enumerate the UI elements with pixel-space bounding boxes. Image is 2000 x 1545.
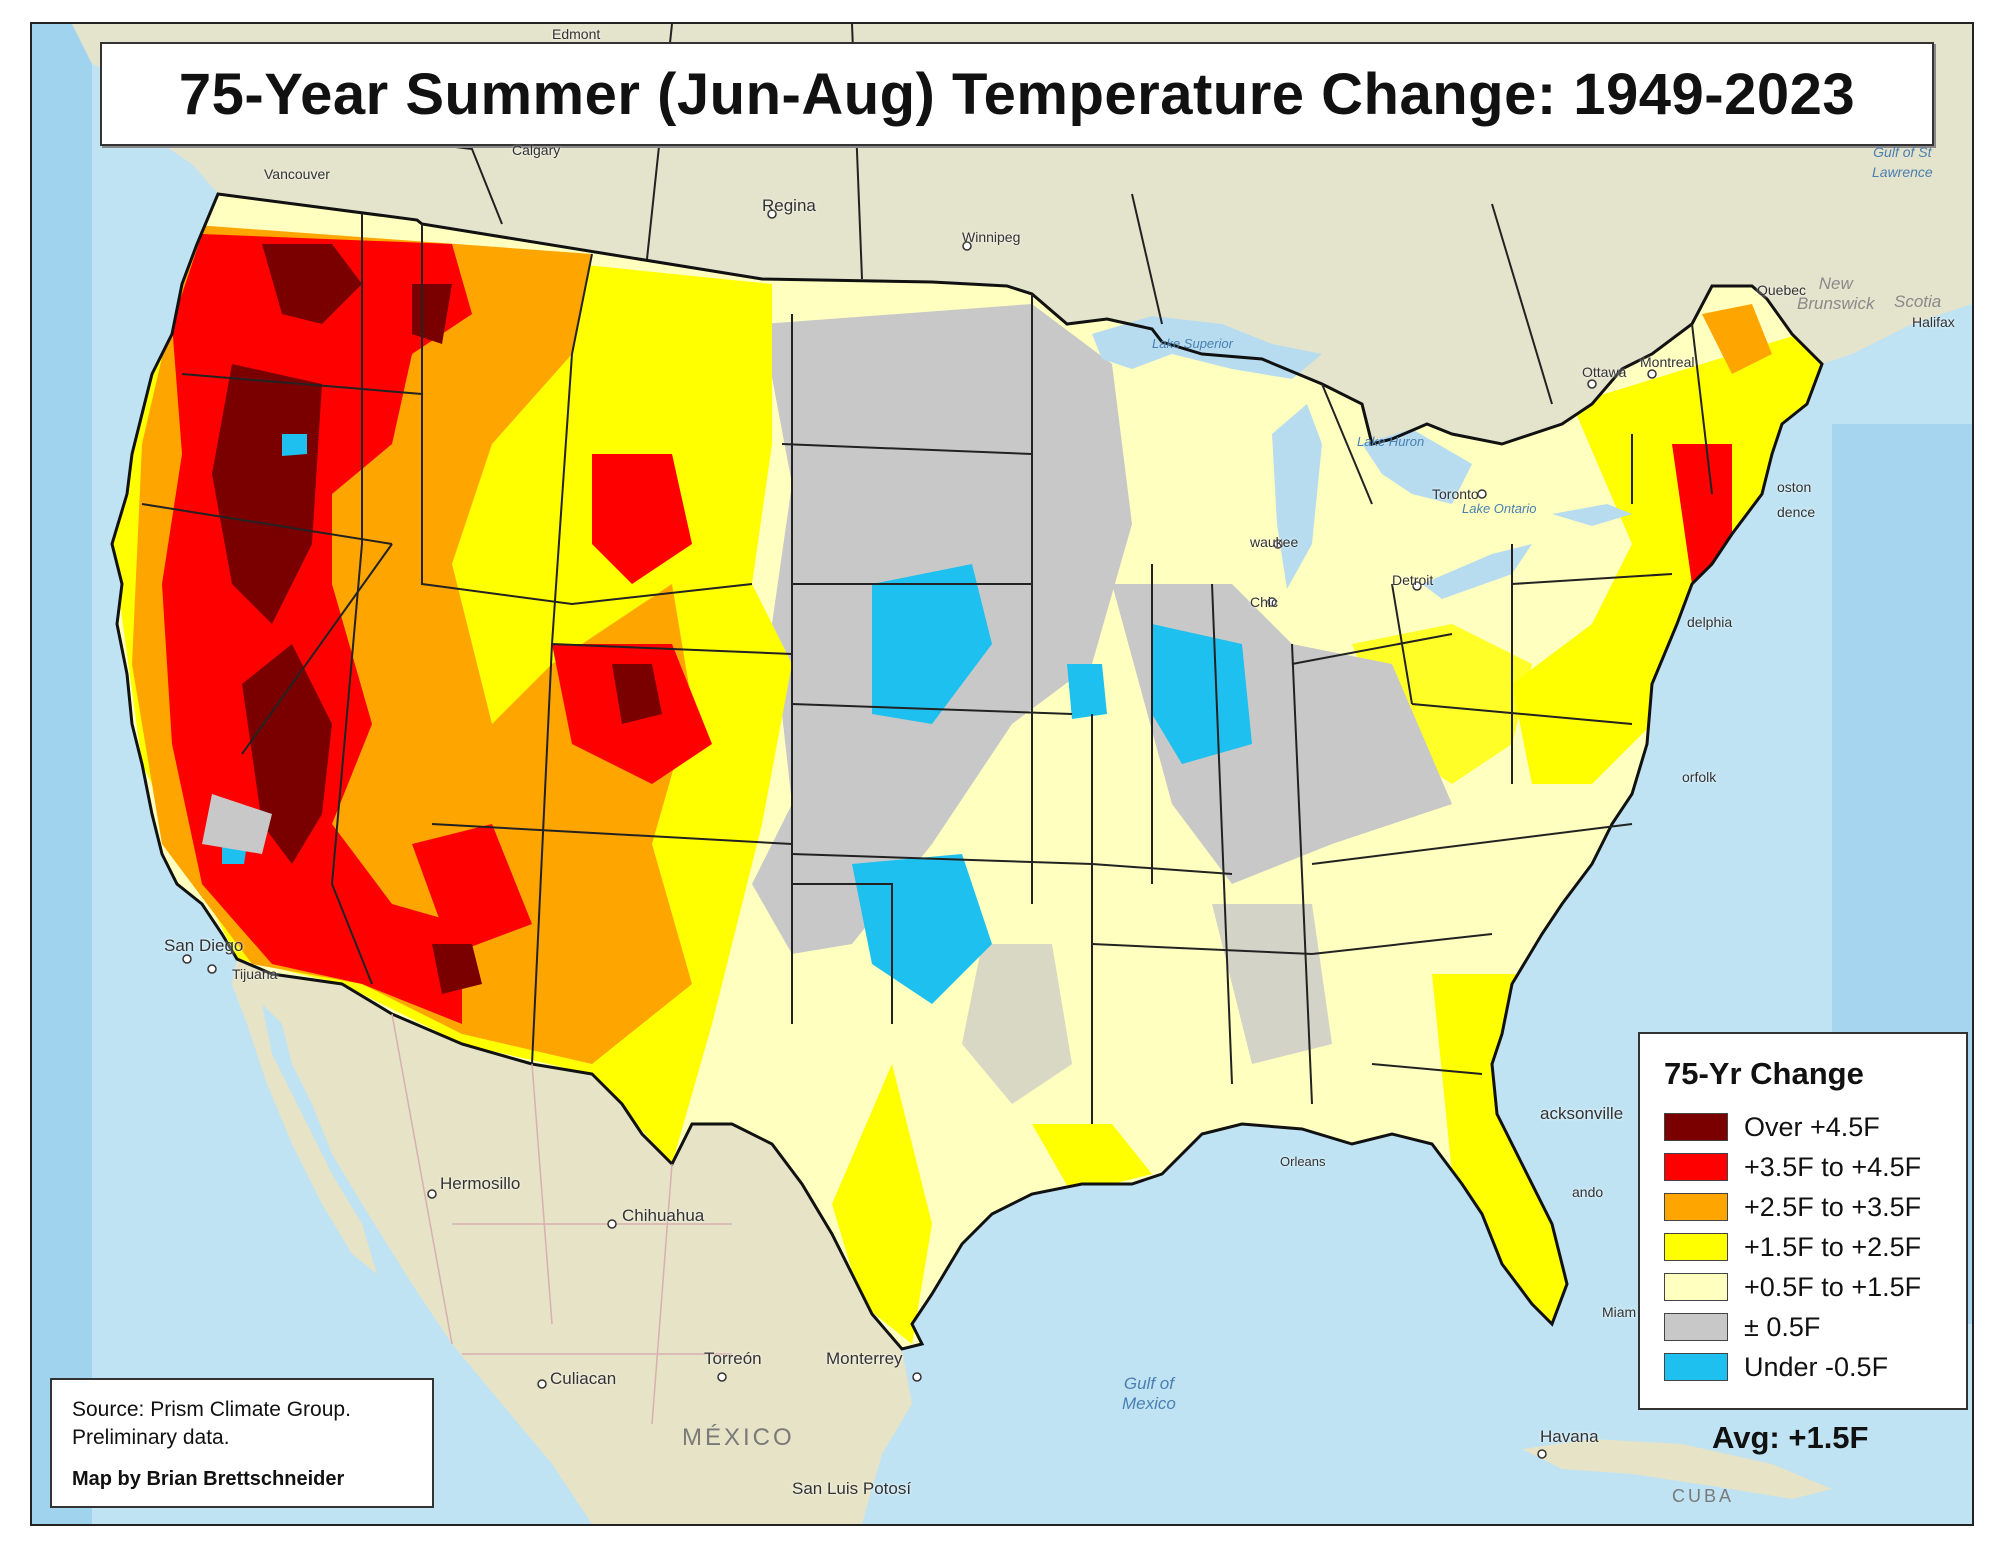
legend-label: Over +4.5F bbox=[1744, 1111, 1880, 1142]
legend-item: +2.5F to +3.5F bbox=[1664, 1192, 1921, 1222]
legend-label: +1.5F to +2.5F bbox=[1744, 1231, 1922, 1262]
legend-swatch bbox=[1664, 1153, 1728, 1181]
legend: 75-Yr Change Over +4.5F +3.5F to +4.5F +… bbox=[1638, 1032, 1968, 1410]
label-lake-huron: Lake Huron bbox=[1357, 434, 1425, 449]
label-regina: Regina bbox=[762, 196, 816, 215]
map-title: 75-Year Summer (Jun-Aug) Temperature Cha… bbox=[178, 61, 1856, 127]
label-toronto: Toronto bbox=[1432, 486, 1479, 502]
label-halifax: Halifax bbox=[1912, 314, 1955, 330]
map-canvas bbox=[32, 24, 1972, 1524]
label-new-brunswick: New Brunswick bbox=[1797, 274, 1875, 313]
legend-label: +3.5F to +4.5F bbox=[1744, 1151, 1922, 1182]
label-orlando: ando bbox=[1572, 1184, 1604, 1200]
label-boston: oston bbox=[1777, 479, 1812, 495]
label-mexico: MÉXICO bbox=[682, 1424, 795, 1451]
label-san-diego: San Diego bbox=[164, 936, 244, 955]
legend-swatch bbox=[1664, 1233, 1728, 1261]
label-winnipeg: Winnipeg bbox=[962, 229, 1021, 245]
legend-swatch bbox=[1664, 1313, 1728, 1341]
legend-swatch bbox=[1664, 1273, 1728, 1301]
legend-item: +3.5F to +4.5F bbox=[1664, 1152, 1921, 1182]
label-milwaukee: waukee bbox=[1250, 534, 1299, 550]
source-line-2: Preliminary data. bbox=[72, 1426, 230, 1449]
label-ottawa: Ottawa bbox=[1582, 364, 1627, 380]
label-calgary: Calgary bbox=[512, 142, 561, 158]
average-label: Avg: +1.5F bbox=[1712, 1420, 1869, 1455]
legend-label: +0.5F to +1.5F bbox=[1744, 1271, 1922, 1302]
label-vancouver: Vancouver bbox=[264, 166, 330, 182]
map-frame: 75-Year Summer (Jun-Aug) Temperature Cha… bbox=[30, 22, 1974, 1526]
legend-item: Under -0.5F bbox=[1664, 1352, 1888, 1382]
label-cuba: CUBA bbox=[1672, 1486, 1735, 1506]
label-chicago: Chic bbox=[1250, 594, 1279, 610]
label-lake-ontario: Lake Ontario bbox=[1462, 501, 1537, 516]
legend-label: ± 0.5F bbox=[1744, 1311, 1821, 1342]
legend-item: ± 0.5F bbox=[1664, 1312, 1820, 1342]
source-credit: Map by Brian Brettschneider bbox=[72, 1468, 345, 1490]
legend-swatch bbox=[1664, 1193, 1728, 1221]
legend-title: 75-Yr Change bbox=[1664, 1056, 1864, 1091]
source-box: Source: Prism Climate Group. Preliminary… bbox=[50, 1378, 434, 1508]
legend-label: +2.5F to +3.5F bbox=[1744, 1191, 1922, 1222]
label-san-luis: San Luis Potosí bbox=[792, 1479, 912, 1498]
legend-label: Under -0.5F bbox=[1744, 1351, 1889, 1382]
label-monterrey: Monterrey bbox=[826, 1349, 903, 1368]
legend-item: +0.5F to +1.5F bbox=[1664, 1272, 1921, 1302]
label-gulf-st-lawrence: Gulf of St Lawrence bbox=[1872, 144, 1933, 180]
label-providence: dence bbox=[1777, 504, 1816, 520]
label-edmonton: Edmont bbox=[552, 26, 601, 42]
title-box: 75-Year Summer (Jun-Aug) Temperature Cha… bbox=[100, 42, 1934, 146]
label-chihuahua: Chihuahua bbox=[622, 1206, 705, 1225]
label-new-orleans: Orleans bbox=[1280, 1154, 1326, 1169]
label-gulf-mexico: Gulf of Mexico bbox=[1122, 1374, 1176, 1413]
label-jacksonville: acksonville bbox=[1540, 1104, 1624, 1123]
label-nova-scotia: Scotia bbox=[1894, 292, 1942, 311]
legend-swatch bbox=[1664, 1353, 1728, 1381]
label-miami: Miam bbox=[1602, 1304, 1637, 1320]
label-havana: Havana bbox=[1540, 1427, 1599, 1446]
label-norfolk: orfolk bbox=[1682, 769, 1717, 785]
legend-swatch bbox=[1664, 1113, 1728, 1141]
label-montreal: Montreal bbox=[1640, 354, 1695, 370]
label-tijuana: Tijuana bbox=[232, 966, 278, 982]
legend-item: Over +4.5F bbox=[1664, 1112, 1880, 1142]
label-torreon: Torreón bbox=[704, 1349, 762, 1368]
legend-item: +1.5F to +2.5F bbox=[1664, 1232, 1921, 1262]
label-philadelphia: delphia bbox=[1687, 614, 1733, 630]
label-detroit: Detroit bbox=[1392, 572, 1434, 588]
label-hermosillo: Hermosillo bbox=[440, 1174, 521, 1193]
label-quebec: Quebec bbox=[1757, 282, 1807, 298]
source-line-1: Source: Prism Climate Group. bbox=[72, 1398, 351, 1421]
label-culiacan: Culiacan bbox=[550, 1369, 617, 1388]
label-lake-superior: Lake Superior bbox=[1152, 336, 1233, 351]
